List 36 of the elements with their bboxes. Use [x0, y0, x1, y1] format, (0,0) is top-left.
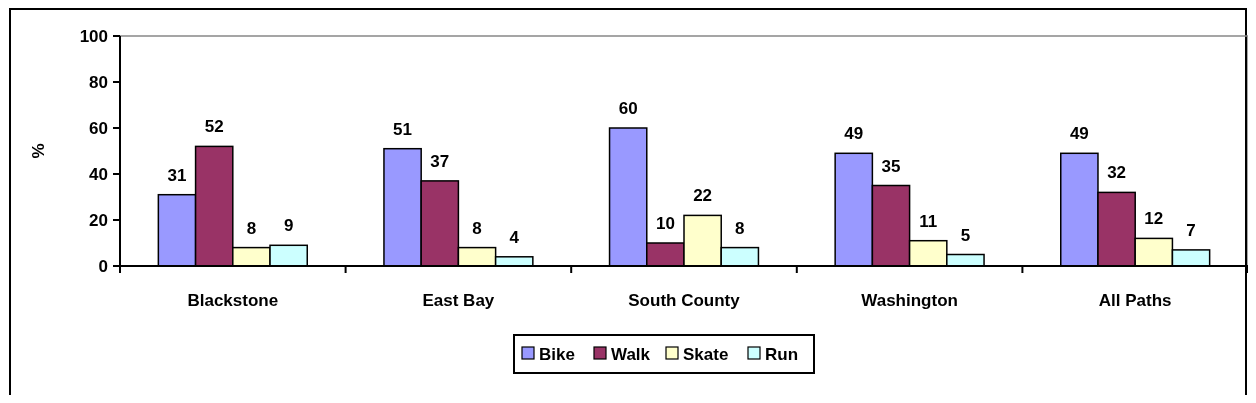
- y-tick-label: 100: [79, 27, 108, 46]
- y-tick-label: 40: [89, 165, 108, 184]
- y-tick-label: 80: [89, 73, 108, 92]
- data-label: 12: [1144, 209, 1164, 229]
- data-label: 35: [881, 156, 901, 176]
- y-tick-label: 0: [98, 257, 108, 276]
- data-label: 9: [283, 216, 294, 236]
- data-label: 37: [430, 151, 450, 171]
- data-label: 7: [1186, 220, 1196, 240]
- data-label: 8: [472, 218, 482, 238]
- data-label: 52: [204, 117, 224, 137]
- data-label: 49: [844, 124, 864, 144]
- data-label: 60: [618, 99, 638, 118]
- data-label: 10: [655, 214, 675, 233]
- data-label: 51: [393, 119, 413, 139]
- y-tick-label: 20: [89, 211, 108, 230]
- data-label: 8: [735, 218, 745, 238]
- x-tick-label: East Bay: [422, 291, 495, 310]
- data-label: 5: [960, 225, 971, 245]
- x-tick-label: Blackstone: [187, 291, 279, 310]
- data-label: 49: [1069, 124, 1089, 144]
- legend-label: Walk: [611, 345, 651, 364]
- data-label: 22: [693, 186, 713, 206]
- x-tick-label: Washington: [861, 291, 958, 310]
- x-tick-label: South County: [628, 291, 741, 310]
- legend-label: Bike: [539, 345, 575, 364]
- x-tick-label: All Paths: [1098, 291, 1172, 310]
- legend-label: Run: [765, 345, 799, 364]
- data-label: 4: [509, 227, 520, 247]
- y-tick-label: 60: [89, 119, 108, 138]
- data-label: 11: [919, 211, 938, 231]
- data-label: 32: [1107, 163, 1127, 183]
- data-label: 8: [246, 218, 257, 238]
- y-axis-title: %: [29, 143, 48, 159]
- legend-label: Skate: [683, 345, 729, 364]
- data-label: 31: [167, 165, 187, 185]
